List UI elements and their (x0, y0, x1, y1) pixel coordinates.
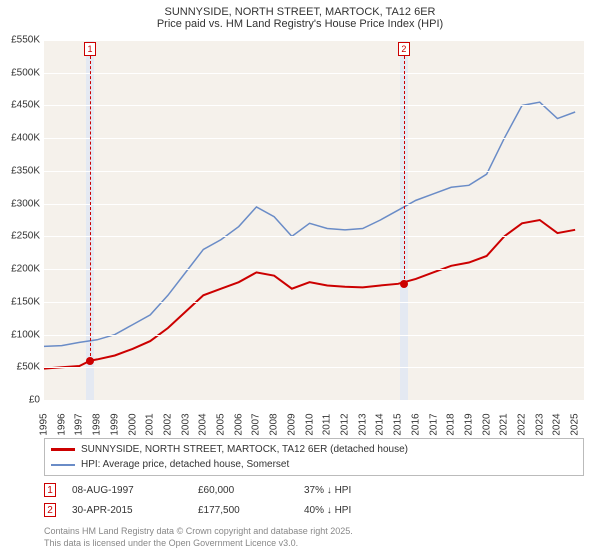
sale-point-icon (400, 280, 408, 288)
x-axis-label: 2006 (233, 413, 244, 435)
x-axis-label: 2007 (251, 413, 262, 435)
legend-swatch-hpi-icon (51, 464, 75, 466)
attribution-line1: Contains HM Land Registry data © Crown c… (44, 525, 584, 537)
x-axis-label: 2009 (286, 413, 297, 435)
x-axis-label: 2003 (180, 413, 191, 435)
legend-label-hpi: HPI: Average price, detached house, Some… (81, 459, 289, 470)
event-date: 08-AUG-1997 (72, 485, 182, 496)
y-axis-label: £50K (2, 362, 40, 373)
marker-line (90, 56, 91, 361)
event-number-box: 1 (44, 483, 56, 497)
x-axis-label: 2016 (410, 413, 421, 435)
series-line (44, 220, 575, 369)
x-axis-label: 2017 (428, 413, 439, 435)
x-axis-label: 2023 (534, 413, 545, 435)
x-axis-label: 1998 (92, 413, 103, 435)
x-axis-label: 2002 (162, 413, 173, 435)
event-table: 1 08-AUG-1997 £60,000 37% ↓ HPI 2 30-APR-2015… (44, 480, 584, 520)
y-axis-label: £300K (2, 198, 40, 209)
legend-label-price: SUNNYSIDE, NORTH STREET, MARTOCK, TA12 6… (81, 444, 408, 455)
gridline (44, 73, 584, 74)
x-axis-label: 2020 (481, 413, 492, 435)
x-axis-label: 2011 (322, 414, 333, 436)
event-row: 1 08-AUG-1997 £60,000 37% ↓ HPI (44, 480, 584, 500)
event-price: £60,000 (198, 485, 288, 496)
legend: SUNNYSIDE, NORTH STREET, MARTOCK, TA12 6… (44, 438, 584, 476)
gridline (44, 236, 584, 237)
gridline (44, 40, 584, 41)
gridline (44, 367, 584, 368)
chart-container: SUNNYSIDE, NORTH STREET, MARTOCK, TA12 6… (0, 0, 600, 560)
legend-swatch-price-icon (51, 448, 75, 451)
chart-subtitle: Price paid vs. HM Land Registry's House … (0, 18, 600, 30)
chart-title: SUNNYSIDE, NORTH STREET, MARTOCK, TA12 6… (0, 6, 600, 18)
event-number-box: 2 (44, 503, 56, 517)
legend-row-price: SUNNYSIDE, NORTH STREET, MARTOCK, TA12 6… (51, 442, 577, 457)
x-axis-label: 1997 (74, 413, 85, 435)
y-axis-label: £100K (2, 329, 40, 340)
x-axis-label: 2004 (198, 413, 209, 435)
x-axis-label: 2015 (393, 413, 404, 435)
y-axis-label: £350K (2, 165, 40, 176)
x-axis-label: 2013 (357, 413, 368, 435)
x-axis-label: 2005 (216, 413, 227, 435)
gridline (44, 204, 584, 205)
y-axis-label: £250K (2, 231, 40, 242)
x-axis-label: 1995 (39, 413, 50, 435)
gridline (44, 302, 584, 303)
gridline (44, 269, 584, 270)
plot-area: £0£50K£100K£150K£200K£250K£300K£350K£400… (44, 40, 584, 400)
gridline (44, 335, 584, 336)
marker-box: 2 (398, 42, 410, 56)
attribution: Contains HM Land Registry data © Crown c… (44, 525, 584, 549)
chart-svg (44, 40, 584, 400)
y-axis-label: £150K (2, 296, 40, 307)
event-price: £177,500 (198, 505, 288, 516)
event-row: 2 30-APR-2015 £177,500 40% ↓ HPI (44, 500, 584, 520)
y-axis-label: £450K (2, 100, 40, 111)
x-axis-label: 2018 (446, 413, 457, 435)
y-axis-label: £400K (2, 133, 40, 144)
gridline (44, 400, 584, 401)
y-axis-label: £550K (2, 35, 40, 46)
gridline (44, 171, 584, 172)
gridline (44, 105, 584, 106)
gridline (44, 138, 584, 139)
title-block: SUNNYSIDE, NORTH STREET, MARTOCK, TA12 6… (0, 0, 600, 34)
x-axis-label: 2025 (570, 413, 581, 435)
y-axis-label: £500K (2, 67, 40, 78)
x-axis-label: 2014 (375, 413, 386, 435)
x-axis-label: 2010 (304, 413, 315, 435)
x-axis-label: 2001 (145, 413, 156, 435)
y-axis-label: £200K (2, 264, 40, 275)
x-axis-label: 2019 (463, 413, 474, 435)
sale-point-icon (86, 357, 94, 365)
marker-box: 1 (84, 42, 96, 56)
x-axis-label: 1996 (56, 413, 67, 435)
x-axis-label: 2021 (499, 413, 510, 435)
y-axis-label: £0 (2, 395, 40, 406)
x-axis-label: 2012 (339, 413, 350, 435)
x-axis-label: 2024 (552, 413, 563, 435)
event-hpi-diff: 37% ↓ HPI (304, 485, 351, 496)
marker-line (404, 56, 405, 284)
legend-row-hpi: HPI: Average price, detached house, Some… (51, 457, 577, 472)
x-axis-label: 1999 (109, 413, 120, 435)
x-axis-label: 2008 (269, 413, 280, 435)
event-hpi-diff: 40% ↓ HPI (304, 505, 351, 516)
x-axis-label: 2022 (517, 413, 528, 435)
event-date: 30-APR-2015 (72, 505, 182, 516)
x-axis-label: 2000 (127, 413, 138, 435)
attribution-line2: This data is licensed under the Open Gov… (44, 537, 584, 549)
